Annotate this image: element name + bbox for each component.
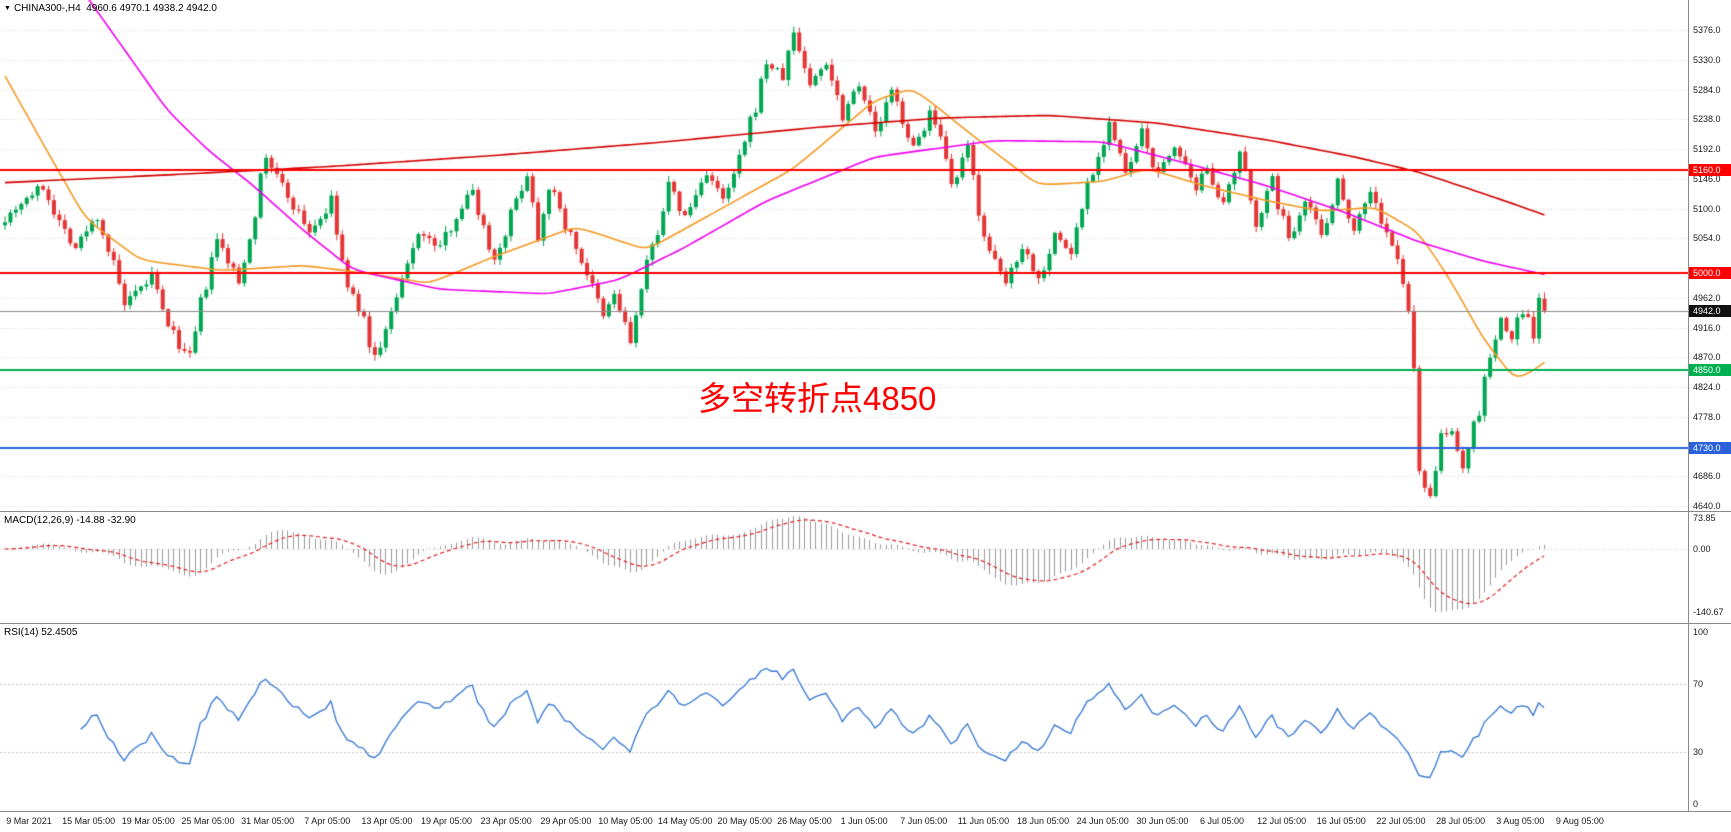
- symbol-ohlc-label: ▼ CHINA300-,H4 4960.6 4970.1 4938.2 4942.…: [4, 2, 217, 15]
- annotation-text[interactable]: 多空转折点4850: [698, 380, 937, 417]
- rsi-tick-label: 0: [1693, 799, 1699, 809]
- price-chart-canvas[interactable]: [0, 0, 1688, 511]
- time-label: 3 Aug 05:00: [1496, 816, 1545, 826]
- time-label: 7 Apr 05:00: [304, 816, 351, 826]
- time-label: 15 Mar 05:00: [62, 816, 116, 826]
- price-tick-label: 5054.0: [1693, 233, 1721, 244]
- macd-main-value: -14.88: [76, 515, 105, 526]
- macd-pane: MACD(12,26,9) -14.88 -32.90 73.85 0.00 -14…: [0, 512, 1731, 624]
- time-label: 24 Jun 05:00: [1076, 816, 1129, 826]
- level-price-badge: 5000.0: [1689, 267, 1731, 280]
- rsi-value: 52.4505: [41, 627, 78, 638]
- time-label: 30 Jun 05:00: [1136, 816, 1189, 826]
- rsi-axis[interactable]: 100 70 30 0: [1688, 624, 1731, 811]
- macd-label: MACD(12,26,9) -14.88 -32.90: [4, 514, 136, 527]
- level-price-badge: 5160.0: [1689, 163, 1731, 176]
- time-label: 18 Jun 05:00: [1017, 816, 1070, 826]
- time-label: 7 Jun 05:00: [900, 816, 948, 826]
- rsi-pane: RSI(14) 52.4505 100 70 30 0: [0, 624, 1731, 812]
- price-tick-label: 4962.0: [1693, 292, 1721, 303]
- level-price-badge: 4850.0: [1689, 364, 1731, 377]
- time-label: 9 Aug 05:00: [1555, 816, 1604, 826]
- price-tick-label: 5330.0: [1693, 54, 1721, 65]
- rsi-name: RSI(14): [4, 627, 39, 638]
- symbol-name: CHINA300-,H4: [13, 3, 81, 14]
- rsi-canvas[interactable]: [0, 624, 1688, 811]
- price-pane: ▼ CHINA300-,H4 4960.6 4970.1 4938.2 4942.…: [0, 0, 1731, 512]
- time-label: 22 Jul 05:00: [1376, 816, 1426, 826]
- time-axis[interactable]: 9 Mar 2021 15 Mar 05:00 19 Mar 05:00 25 Mar…: [0, 812, 1731, 832]
- macd-name: MACD(12,26,9): [4, 515, 74, 526]
- time-label: 6 Jul 05:00: [1199, 816, 1245, 826]
- price-tick-label: 4824.0: [1693, 382, 1721, 392]
- macd-axis[interactable]: 73.85 0.00 -140.67: [1688, 512, 1731, 623]
- price-tick-label: 4640.0: [1693, 501, 1721, 511]
- time-label: 13 Apr 05:00: [361, 816, 413, 826]
- time-label: 20 May 05:00: [717, 816, 773, 826]
- price-tick-label: 5238.0: [1693, 114, 1721, 125]
- price-tick-label: 5100.0: [1693, 203, 1721, 214]
- time-label: 14 May 05:00: [657, 816, 713, 826]
- price-tick-label: 5376.0: [1693, 25, 1721, 35]
- macd-tick-label: 73.85: [1693, 513, 1716, 523]
- macd-canvas[interactable]: [0, 512, 1688, 623]
- price-axis[interactable]: 5376.0 5330.0 5284.0 5238.0 5192.0 5146.0 5100…: [1688, 0, 1731, 511]
- time-label: 29 Apr 05:00: [540, 816, 592, 826]
- time-label: 23 Apr 05:00: [480, 816, 532, 826]
- time-label: 16 Jul 05:00: [1316, 816, 1366, 826]
- macd-tick-label: -140.67: [1693, 607, 1724, 617]
- level-price-badge: 4730.0: [1689, 441, 1731, 454]
- current-price-badge: 4942.0: [1689, 304, 1731, 317]
- rsi-tick-label: 100: [1693, 627, 1709, 637]
- time-label: 25 Mar 05:00: [181, 816, 235, 826]
- price-tick-label: 5192.0: [1693, 144, 1721, 154]
- time-label: 31 Mar 05:00: [241, 816, 295, 826]
- rsi-tick-label: 70: [1693, 679, 1704, 689]
- time-label: 19 Mar 05:00: [121, 816, 175, 826]
- price-tick-label: 4870.0: [1693, 352, 1721, 363]
- time-label: 9 Mar 2021: [6, 816, 52, 826]
- time-label: 19 Apr 05:00: [421, 816, 473, 826]
- time-label: 26 May 05:00: [777, 816, 832, 826]
- macd-signal-value: -32.90: [107, 515, 136, 526]
- price-tick-label: 4686.0: [1693, 471, 1721, 482]
- rsi-tick-label: 30: [1693, 747, 1704, 757]
- time-label: 1 Jun 05:00: [840, 816, 888, 826]
- macd-tick-label: 0.00: [1693, 544, 1711, 554]
- price-tick-label: 5284.0: [1693, 84, 1721, 95]
- price-tick-label: 4916.0: [1693, 322, 1721, 333]
- symbol-dropdown-icon[interactable]: ▼: [4, 5, 11, 12]
- rsi-label: RSI(14) 52.4505: [4, 626, 77, 639]
- ohlc-values: 4960.6 4970.1 4938.2 4942.0: [86, 3, 217, 14]
- time-label: 11 Jun 05:00: [957, 816, 1010, 826]
- price-tick-label: 4778.0: [1693, 411, 1721, 422]
- price-tick-label: 5146.0: [1693, 173, 1721, 184]
- time-label: 12 Jul 05:00: [1257, 816, 1307, 826]
- time-label: 10 May 05:00: [598, 816, 653, 826]
- time-label: 28 Jul 05:00: [1436, 816, 1486, 826]
